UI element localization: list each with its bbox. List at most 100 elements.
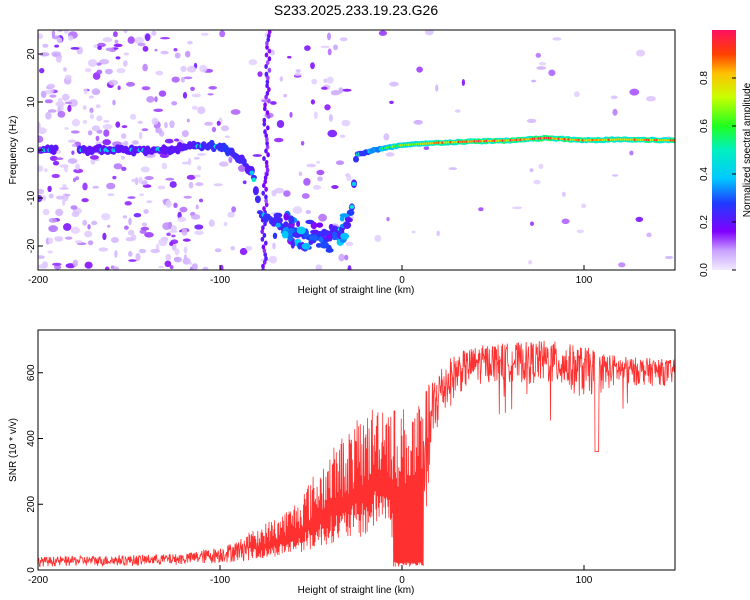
heatmap-cell-412 [207,93,214,96]
heatmap-cell-375 [338,253,345,262]
heatmap-cell-393 [54,264,62,270]
heatmap-cell-372 [141,86,151,91]
heatmap-cell-1073 [343,221,352,229]
heatmap-cell-157 [89,95,94,99]
heatmap-cell-244 [170,239,179,244]
heatmap-cell-464 [89,155,99,160]
snr-y-tick-label-3: 600 [26,364,37,381]
heatmap-cell-147 [323,78,328,84]
heatmap-cell-406 [171,101,178,106]
colorbar-label: Normalized spectral amplitude [742,82,750,217]
snr-y-ticks: 0 200 400 600 [26,364,43,573]
heatmap-cell-1079 [281,230,289,239]
heatmap-cell-371 [335,160,345,165]
heatmap-cell-516 [265,163,269,169]
heatmap-cell-1080 [273,212,283,218]
heatmap-cell-340 [341,119,351,127]
heatmap-cell-429 [389,100,394,104]
heatmap-cell-55 [113,43,123,48]
heatmap-cell-302 [75,176,80,181]
heatmap-cell-36 [98,247,109,252]
heatmap-cell-505 [262,206,266,212]
heatmap-cell-452 [301,193,310,199]
heatmap-cell-212 [173,202,178,208]
colorbar-ticks: 0.0 0.2 0.4 0.6 0.8 [699,71,736,277]
heatmap-cell-60 [219,30,226,38]
heatmap-cell-395 [97,46,102,50]
heatmap-cell-1038 [310,221,318,230]
heatmap-cell-495 [261,244,266,250]
heatmap-cell-389 [114,250,118,258]
heatmap-cell-48 [164,121,168,129]
heatmap-cell-422 [128,259,137,262]
heatmap-cell-360 [318,213,327,222]
heatmap-cell-255 [223,221,228,227]
heatmap-cell-284 [105,47,115,52]
heatmap-cell-270 [195,204,199,210]
heatmap-cell-89 [144,176,154,180]
heatmap-cell-134 [536,66,547,70]
heatmap-cell-500 [261,225,265,231]
heatmap-cell-229 [47,185,52,193]
heatmap-cell-24 [202,266,209,270]
heatmap-cell-456 [42,195,46,202]
heatmap-cell-214 [115,56,121,60]
colorbar-gradient [712,30,736,270]
heatmap-cell-305 [122,215,127,219]
heatmap-cell-130 [59,187,69,190]
spectrogram-x-ticks: -200 -100 0 100 [28,265,593,286]
heatmap-cell-1068 [277,217,283,224]
heatmap-cell-53 [99,58,110,65]
heatmap-cell-366 [378,30,387,36]
heatmap-cell-396 [294,72,302,76]
heatmap-cell-268 [183,76,193,80]
heatmap-cell-128 [238,164,246,172]
heatmap-cell-81 [102,37,113,43]
heatmap-cell-111 [552,37,562,41]
heatmap-cell-44 [204,121,214,126]
snr-x-ticks: -200 -100 0 100 [28,565,593,586]
heatmap-cell-52 [62,184,67,188]
heatmap-cell-1050 [287,233,294,242]
heatmap-cell-451 [186,65,197,73]
heatmap-cell-475 [230,109,241,115]
snr-frame [37,329,676,571]
heatmap-cell-276 [142,63,148,72]
heatmap-cell-527 [262,121,267,127]
snr-x-tick-label-1: -100 [210,575,230,586]
heatmap-cell-258 [90,158,96,165]
heatmap-cell-540 [264,71,269,77]
heatmap-cell-238 [195,182,204,187]
heatmap-cell-438 [292,206,303,214]
heatmap-cell-562 [52,144,59,152]
heatmap-cell-448 [38,33,43,40]
heatmap-cell-267 [82,119,88,124]
heatmap-cell-407 [125,237,135,242]
heatmap-cell-80 [114,39,119,44]
heatmap-cell-4 [310,62,315,70]
heatmap-cell-1081 [272,232,278,239]
heatmap-cell-474 [326,76,334,84]
heatmap-cell-382 [64,193,71,197]
heatmap-cell-138 [84,230,93,238]
heatmap-cell-430 [413,119,423,125]
heatmap-cell-102 [151,30,157,36]
heatmap-cell-1069 [290,239,295,249]
heatmap-cell-347 [183,195,192,199]
heatmap-cell-478 [67,104,72,113]
heatmap-cell-206 [180,76,185,83]
heatmap-cell-355 [121,125,128,129]
heatmap-cell-519 [266,152,270,158]
heatmap-cell-508 [264,194,268,200]
spectrogram-x-tick-label-0: -200 [28,275,48,286]
heatmap-cell-1090 [322,230,331,236]
heatmap-cell-227 [116,68,126,74]
heatmap-cell-664 [249,170,255,175]
heatmap-cell-118 [112,175,117,180]
heatmap-cell-459 [52,160,60,166]
heatmap-cell-541 [267,67,272,73]
heatmap-cell-309 [82,219,88,226]
heatmap-cell-415 [39,52,50,57]
heatmap-cell-510 [264,186,268,192]
heatmap-cell-257 [38,264,48,269]
